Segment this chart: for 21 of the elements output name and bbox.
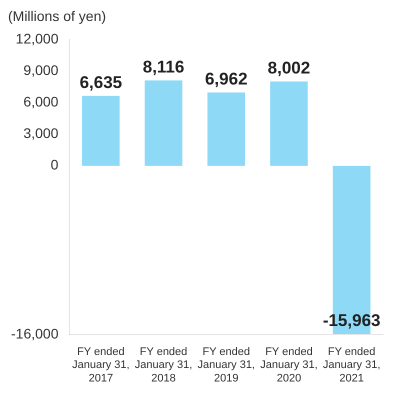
y-tick-label: 12,000 bbox=[16, 30, 59, 46]
bar bbox=[270, 82, 308, 166]
x-tick-label: FY ended January 31, 2020 bbox=[260, 346, 318, 384]
data-label: 8,116 bbox=[142, 58, 184, 77]
y-tick-label: -16,000 bbox=[11, 325, 59, 342]
y-tick-label: 0 bbox=[50, 156, 59, 173]
x-tick-label: FY ended January 31, 2018 bbox=[134, 346, 192, 384]
data-label: -15,963 bbox=[322, 311, 380, 330]
y-tick-label: 3,000 bbox=[23, 125, 59, 142]
y-tick-label: 9,000 bbox=[23, 62, 59, 78]
data-label: 8,002 bbox=[268, 58, 310, 78]
x-tick-label: FY ended January 31, 2019 bbox=[198, 346, 255, 384]
bar bbox=[82, 96, 120, 166]
bar bbox=[207, 92, 246, 166]
x-tick-label: FY ended January 31, 2017 bbox=[72, 346, 130, 384]
data-label: 6,635 bbox=[80, 73, 122, 92]
y-tick-label: 6,000 bbox=[23, 93, 59, 110]
y-axis-title: (Millions of yen) bbox=[8, 8, 108, 26]
bar bbox=[144, 80, 182, 166]
data-label: 6,962 bbox=[204, 70, 248, 89]
x-tick-label: FY ended January 31, 2021 bbox=[322, 346, 380, 384]
